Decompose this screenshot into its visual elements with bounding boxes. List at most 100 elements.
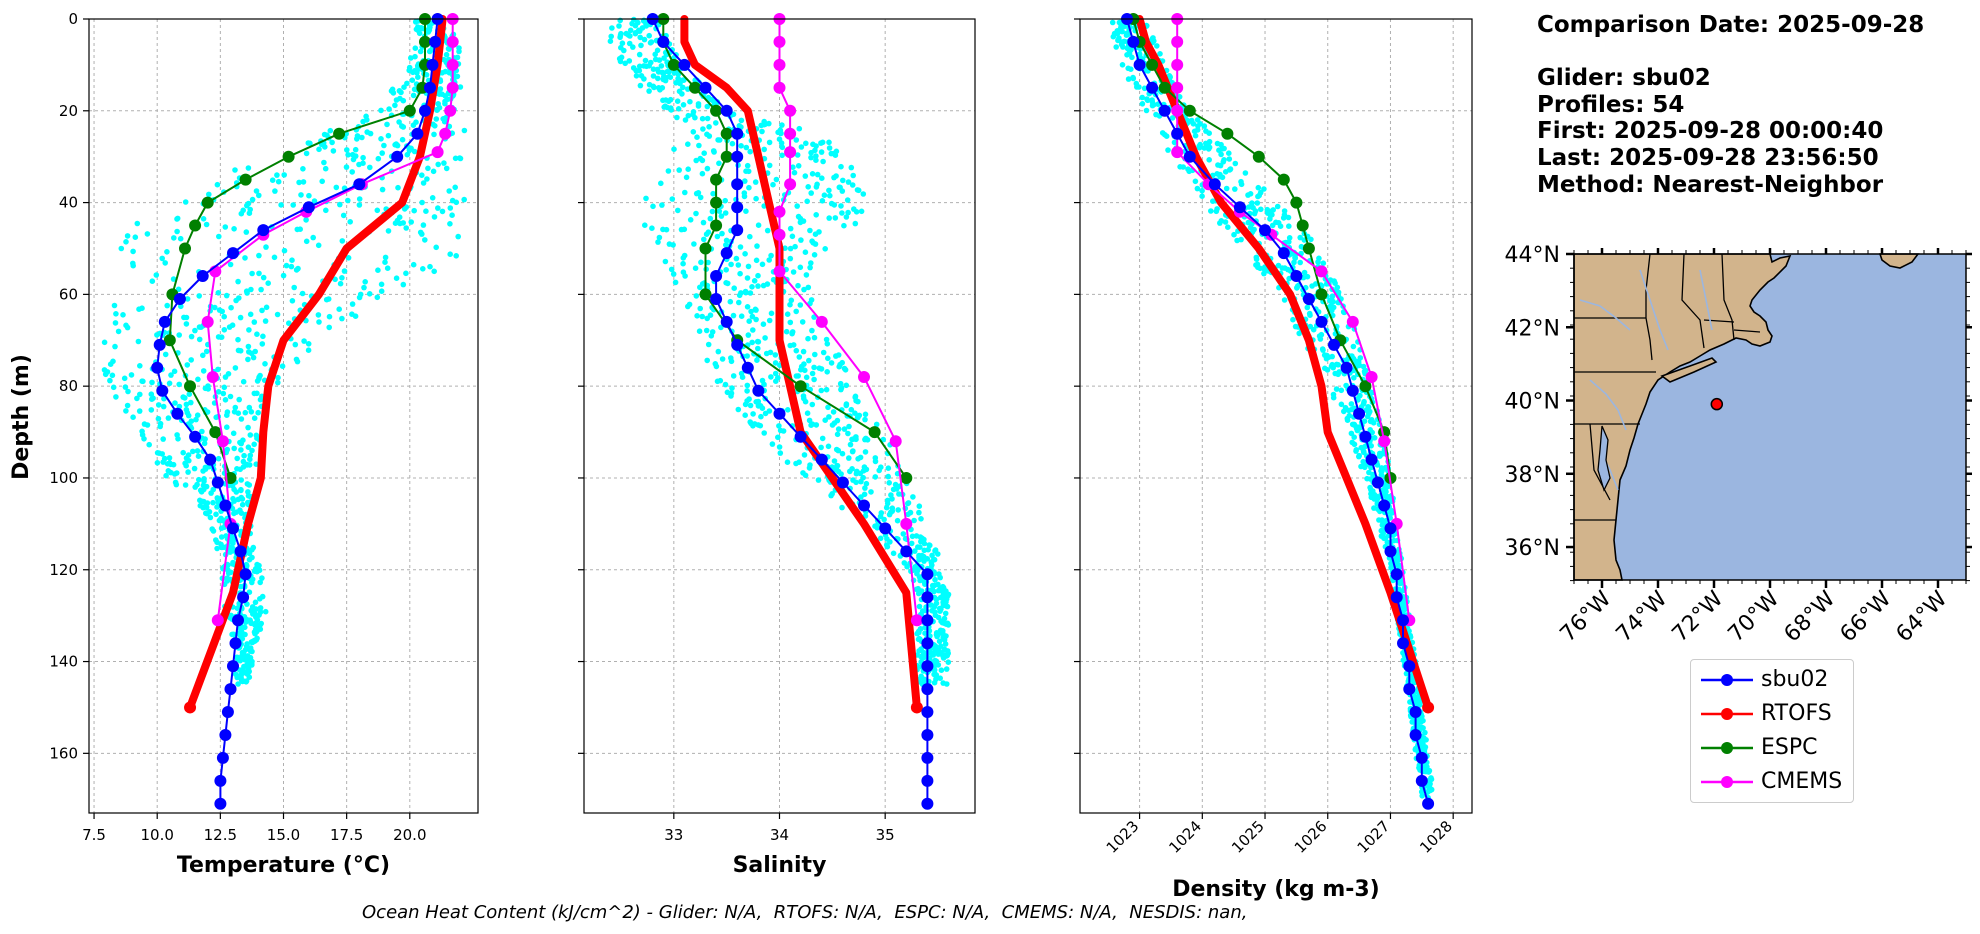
salinity-scatter-point <box>777 450 784 456</box>
salinity-scatter-point <box>776 423 782 429</box>
salinity-scatter-point <box>884 500 891 507</box>
salinity-scatter-point <box>703 231 710 237</box>
temperature-scatter-point <box>216 233 222 240</box>
salinity-scatter-point <box>931 603 938 610</box>
temperature-scatter-point <box>262 361 268 367</box>
salinity-scatter-point <box>862 411 869 418</box>
temperature-scatter-point <box>258 620 265 627</box>
temperature-scatter-point <box>194 448 201 454</box>
density-scatter-point <box>1199 187 1205 194</box>
temperature-scatter-point <box>252 630 258 637</box>
temperature-scatter-point <box>123 408 129 414</box>
temperature-scatter-point <box>420 266 426 272</box>
density-scatter-point <box>1130 74 1136 81</box>
density-scatter-point <box>1384 539 1391 545</box>
salinity-point-sbu02 <box>710 293 723 305</box>
density-scatter-point <box>1205 142 1211 148</box>
density-scatter-point <box>1423 768 1429 775</box>
density-scatter-point <box>1281 212 1288 218</box>
temperature-scatter-point <box>135 338 142 345</box>
temperature-scatter-point <box>195 453 202 460</box>
salinity-scatter-point <box>838 471 844 477</box>
temperature-scatter-point <box>409 77 416 83</box>
salinity-scatter-point <box>722 210 729 216</box>
salinity-scatter-point <box>811 334 818 341</box>
temperature-scatter-point <box>332 276 338 283</box>
salinity-scatter-point <box>753 399 759 405</box>
temperature-point-espc <box>201 196 214 209</box>
salinity-scatter-point <box>839 210 845 216</box>
density-scatter-point <box>1367 408 1373 415</box>
salinity-scatter-point <box>680 84 686 91</box>
density-scatter-point <box>1254 200 1261 206</box>
density-scatter-point <box>1242 170 1249 176</box>
salinity-series-cmems <box>773 13 923 627</box>
salinity-scatter-point <box>696 142 702 149</box>
last-time: Last: 2025-09-28 23:56:50 <box>1537 144 1879 171</box>
salinity-scatter-point <box>826 187 832 194</box>
temperature-scatter-point <box>227 261 234 268</box>
temperature-scatter-point <box>256 252 262 259</box>
salinity-scatter-point <box>944 681 950 687</box>
temperature-scatter-point <box>396 119 402 125</box>
temperature-scatter-point <box>247 456 253 463</box>
salinity-scatter-point <box>824 341 831 347</box>
salinity-point-sbu02 <box>921 706 934 718</box>
temperature-scatter-point <box>213 511 219 518</box>
temperature-scatter-point <box>223 533 229 539</box>
temperature-scatter-point <box>137 363 143 369</box>
salinity-scatter-point <box>738 117 745 124</box>
salinity-scatter-point <box>738 143 744 149</box>
salinity-scatter-point <box>733 255 740 262</box>
salinity-scatter-point <box>770 181 776 188</box>
density-scatter-point <box>1261 186 1267 192</box>
salinity-scatter-point <box>802 249 809 255</box>
density-scatter-point <box>1264 210 1271 216</box>
salinity-point-sbu02 <box>815 453 828 466</box>
salinity-scatter-point <box>737 270 743 277</box>
temperature-scatter-point <box>232 404 239 411</box>
temperature-scatter-point <box>442 100 448 107</box>
density-scatter-point <box>1294 284 1300 291</box>
temperature-scatter-point <box>298 192 304 198</box>
salinity-scatter-point <box>850 172 856 179</box>
salinity-scatter-point <box>913 533 920 539</box>
salinity-scatter-point <box>937 627 944 634</box>
salinity-scatter-point <box>847 441 854 448</box>
temperature-scatter-point <box>113 394 119 400</box>
salinity-scatter-point <box>803 374 810 381</box>
salinity-scatter-point <box>617 32 624 39</box>
temperature-scatter-point <box>359 134 365 141</box>
salinity-scatter-point <box>814 171 821 178</box>
salinity-scatter-point <box>681 226 688 233</box>
salinity-scatter-point <box>728 358 735 365</box>
temperature-scatter-point <box>214 545 220 552</box>
map-lon-label: 74°W <box>1612 586 1673 647</box>
map-land-longisland <box>1660 357 1718 383</box>
temperature-scatter-point <box>366 291 373 297</box>
temperature-scatter-point <box>185 469 191 475</box>
temperature-scatter-point <box>192 327 198 334</box>
temperature-scatter-point <box>352 313 359 320</box>
salinity-point-sbu02 <box>731 201 744 214</box>
temperature-scatter-point <box>242 255 248 261</box>
temperature-point-sbu02 <box>151 361 164 374</box>
temperature-scatter-point <box>412 45 419 51</box>
density-point-cmems <box>1171 104 1184 117</box>
temperature-scatter-point <box>394 217 401 224</box>
salinity-scatter-point <box>722 197 728 204</box>
density-scatter-point <box>1378 471 1385 478</box>
salinity-scatter-point <box>667 96 674 103</box>
salinity-scatter-point <box>619 40 626 46</box>
salinity-scatter-point <box>873 421 880 428</box>
temperature-scatter-point <box>175 286 182 293</box>
temperature-scatter-point <box>130 414 136 421</box>
salinity-scatter-point <box>787 245 794 252</box>
salinity-point-cmems <box>910 614 923 627</box>
temperature-scatter-point <box>403 225 410 231</box>
temperature-scatter-point <box>257 609 264 615</box>
temperature-scatter-point <box>341 268 348 274</box>
density-scatter-point <box>1232 160 1239 167</box>
temperature-scatter-point <box>224 424 230 431</box>
temperature-scatter-point <box>417 48 424 55</box>
